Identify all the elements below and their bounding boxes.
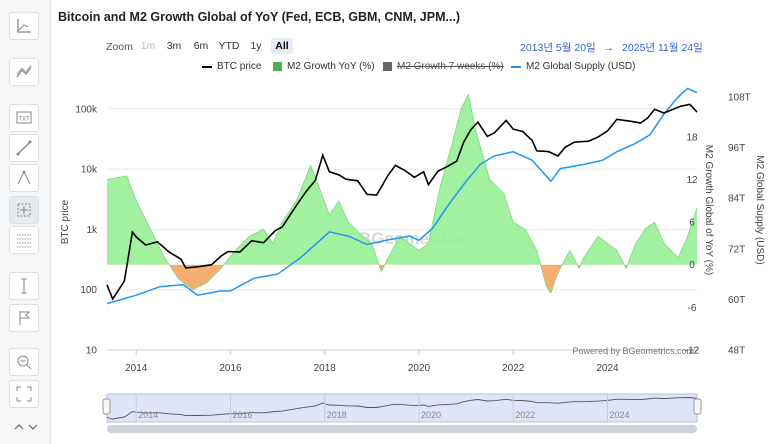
collapse-arrows-icon[interactable] bbox=[12, 420, 40, 434]
zoom-3m-button[interactable]: 3m bbox=[166, 40, 182, 52]
legend-label: M2 Growth 7 weeks (%) bbox=[397, 61, 504, 72]
grid-lines-icon[interactable] bbox=[9, 226, 39, 254]
line-draw-icon[interactable] bbox=[9, 134, 39, 162]
y-supply-tick-label: 60T bbox=[728, 295, 745, 306]
y-growth-tick-label: 6 bbox=[689, 218, 695, 229]
m2-supply-line bbox=[106, 87, 698, 305]
y-supply-tick-label: 84T bbox=[728, 194, 745, 205]
navigator-handle-right[interactable] bbox=[693, 398, 702, 415]
zoom-label: Zoom bbox=[106, 41, 133, 53]
y-left-tick-label: 10k bbox=[81, 165, 98, 176]
legend-m2-supply[interactable]: M2 Global Supply (USD) bbox=[511, 61, 635, 72]
vertical-measure-icon[interactable] bbox=[9, 272, 39, 300]
x-tick-label: 2018 bbox=[314, 363, 337, 374]
y-left-tick-label: 100k bbox=[75, 104, 98, 115]
x-tick-label: 2014 bbox=[125, 363, 148, 374]
y-left-tick-label: 10 bbox=[86, 346, 98, 357]
y-supply-tick-label: 108T bbox=[728, 92, 751, 103]
y-supply-tick-label: 72T bbox=[728, 244, 745, 255]
zoom-1y-button[interactable]: 1y bbox=[250, 40, 262, 52]
date-range: 2013년 5월 20일 → 2025년 11월 24일 bbox=[520, 40, 703, 55]
y-supply-axis-title: M2 Global Supply (USD) bbox=[754, 155, 765, 264]
x-tick-label: 2020 bbox=[408, 363, 431, 374]
fullscreen-icon[interactable] bbox=[9, 380, 39, 408]
legend-label: BTC price bbox=[217, 61, 262, 72]
indicators-icon[interactable] bbox=[9, 58, 39, 86]
y-growth-tick-label: -12 bbox=[685, 346, 700, 357]
crosshair-selection-icon[interactable] bbox=[9, 196, 39, 224]
y-left-axis-title: BTC price bbox=[60, 199, 71, 244]
date-to[interactable]: 2025년 11월 24일 bbox=[622, 42, 703, 54]
y-growth-tick-label: 12 bbox=[686, 175, 698, 186]
m2-growth-area-negative bbox=[107, 264, 697, 294]
y-growth-tick-label: 0 bbox=[689, 260, 695, 271]
legend-m2-growth-7w[interactable]: M2 Growth 7 weeks (%) bbox=[383, 61, 504, 72]
zoom-1m-button[interactable]: 1m bbox=[140, 40, 156, 52]
zoom-6m-button[interactable]: 6m bbox=[193, 40, 209, 52]
legend-m2-growth[interactable]: M2 Growth YoY (%) bbox=[273, 61, 375, 72]
x-tick-label: 2016 bbox=[219, 363, 242, 374]
zoom-all-button[interactable]: All bbox=[271, 38, 293, 54]
navigator-tick-label: 2022 bbox=[515, 410, 535, 420]
flag-icon[interactable] bbox=[9, 304, 39, 332]
legend-label: M2 Global Supply (USD) bbox=[526, 61, 636, 72]
y-left-tick-label: 100 bbox=[80, 285, 97, 296]
y-growth-tick-label: -6 bbox=[688, 303, 697, 314]
y-growth-axis-title: M2 Growth Global of YoY (%) bbox=[703, 145, 714, 275]
navigator-tick-label: 2016 bbox=[232, 410, 252, 420]
date-arrow: → bbox=[603, 42, 615, 54]
x-tick-label: 2022 bbox=[502, 363, 525, 374]
zoom-reset-icon[interactable] bbox=[9, 348, 39, 376]
text-annotation-icon[interactable]: TXT bbox=[9, 104, 39, 132]
fibonacci-icon[interactable] bbox=[9, 164, 39, 192]
y-supply-tick-label: 48T bbox=[728, 346, 745, 357]
navigator-tick-label: 2020 bbox=[421, 410, 441, 420]
legend-btc-price[interactable]: BTC price bbox=[202, 61, 261, 72]
svg-text:TXT: TXT bbox=[18, 117, 30, 123]
date-from[interactable]: 2013년 5월 20일 bbox=[520, 42, 596, 54]
m2-growth-line bbox=[106, 92, 698, 295]
navigator-handle-left[interactable] bbox=[102, 398, 111, 415]
btc-price-line bbox=[106, 103, 698, 301]
navigator-tick-label: 2014 bbox=[138, 410, 158, 420]
zoom-ytd-button[interactable]: YTD bbox=[218, 40, 240, 52]
y-growth-tick-label: 18 bbox=[686, 132, 698, 143]
navigator-tick-label: 2024 bbox=[609, 410, 629, 420]
navigator-scrollbar[interactable] bbox=[107, 425, 697, 433]
trend-line-icon[interactable] bbox=[9, 12, 39, 40]
credits-text: Powered by BGeometrics.com bbox=[572, 346, 694, 356]
legend-label: M2 Growth YoY (%) bbox=[287, 61, 375, 72]
drawing-toolbar: TXT bbox=[0, 0, 51, 444]
m2-growth-area-positive bbox=[107, 94, 697, 265]
navigator-tick-label: 2018 bbox=[327, 410, 347, 420]
y-supply-tick-label: 96T bbox=[728, 143, 745, 154]
x-tick-label: 2024 bbox=[596, 363, 619, 374]
chart-title: Bitcoin and M2 Growth Global of YoY (Fed… bbox=[58, 10, 461, 24]
navigator-btc-line bbox=[106, 397, 698, 420]
y-left-tick-label: 1k bbox=[86, 225, 98, 236]
